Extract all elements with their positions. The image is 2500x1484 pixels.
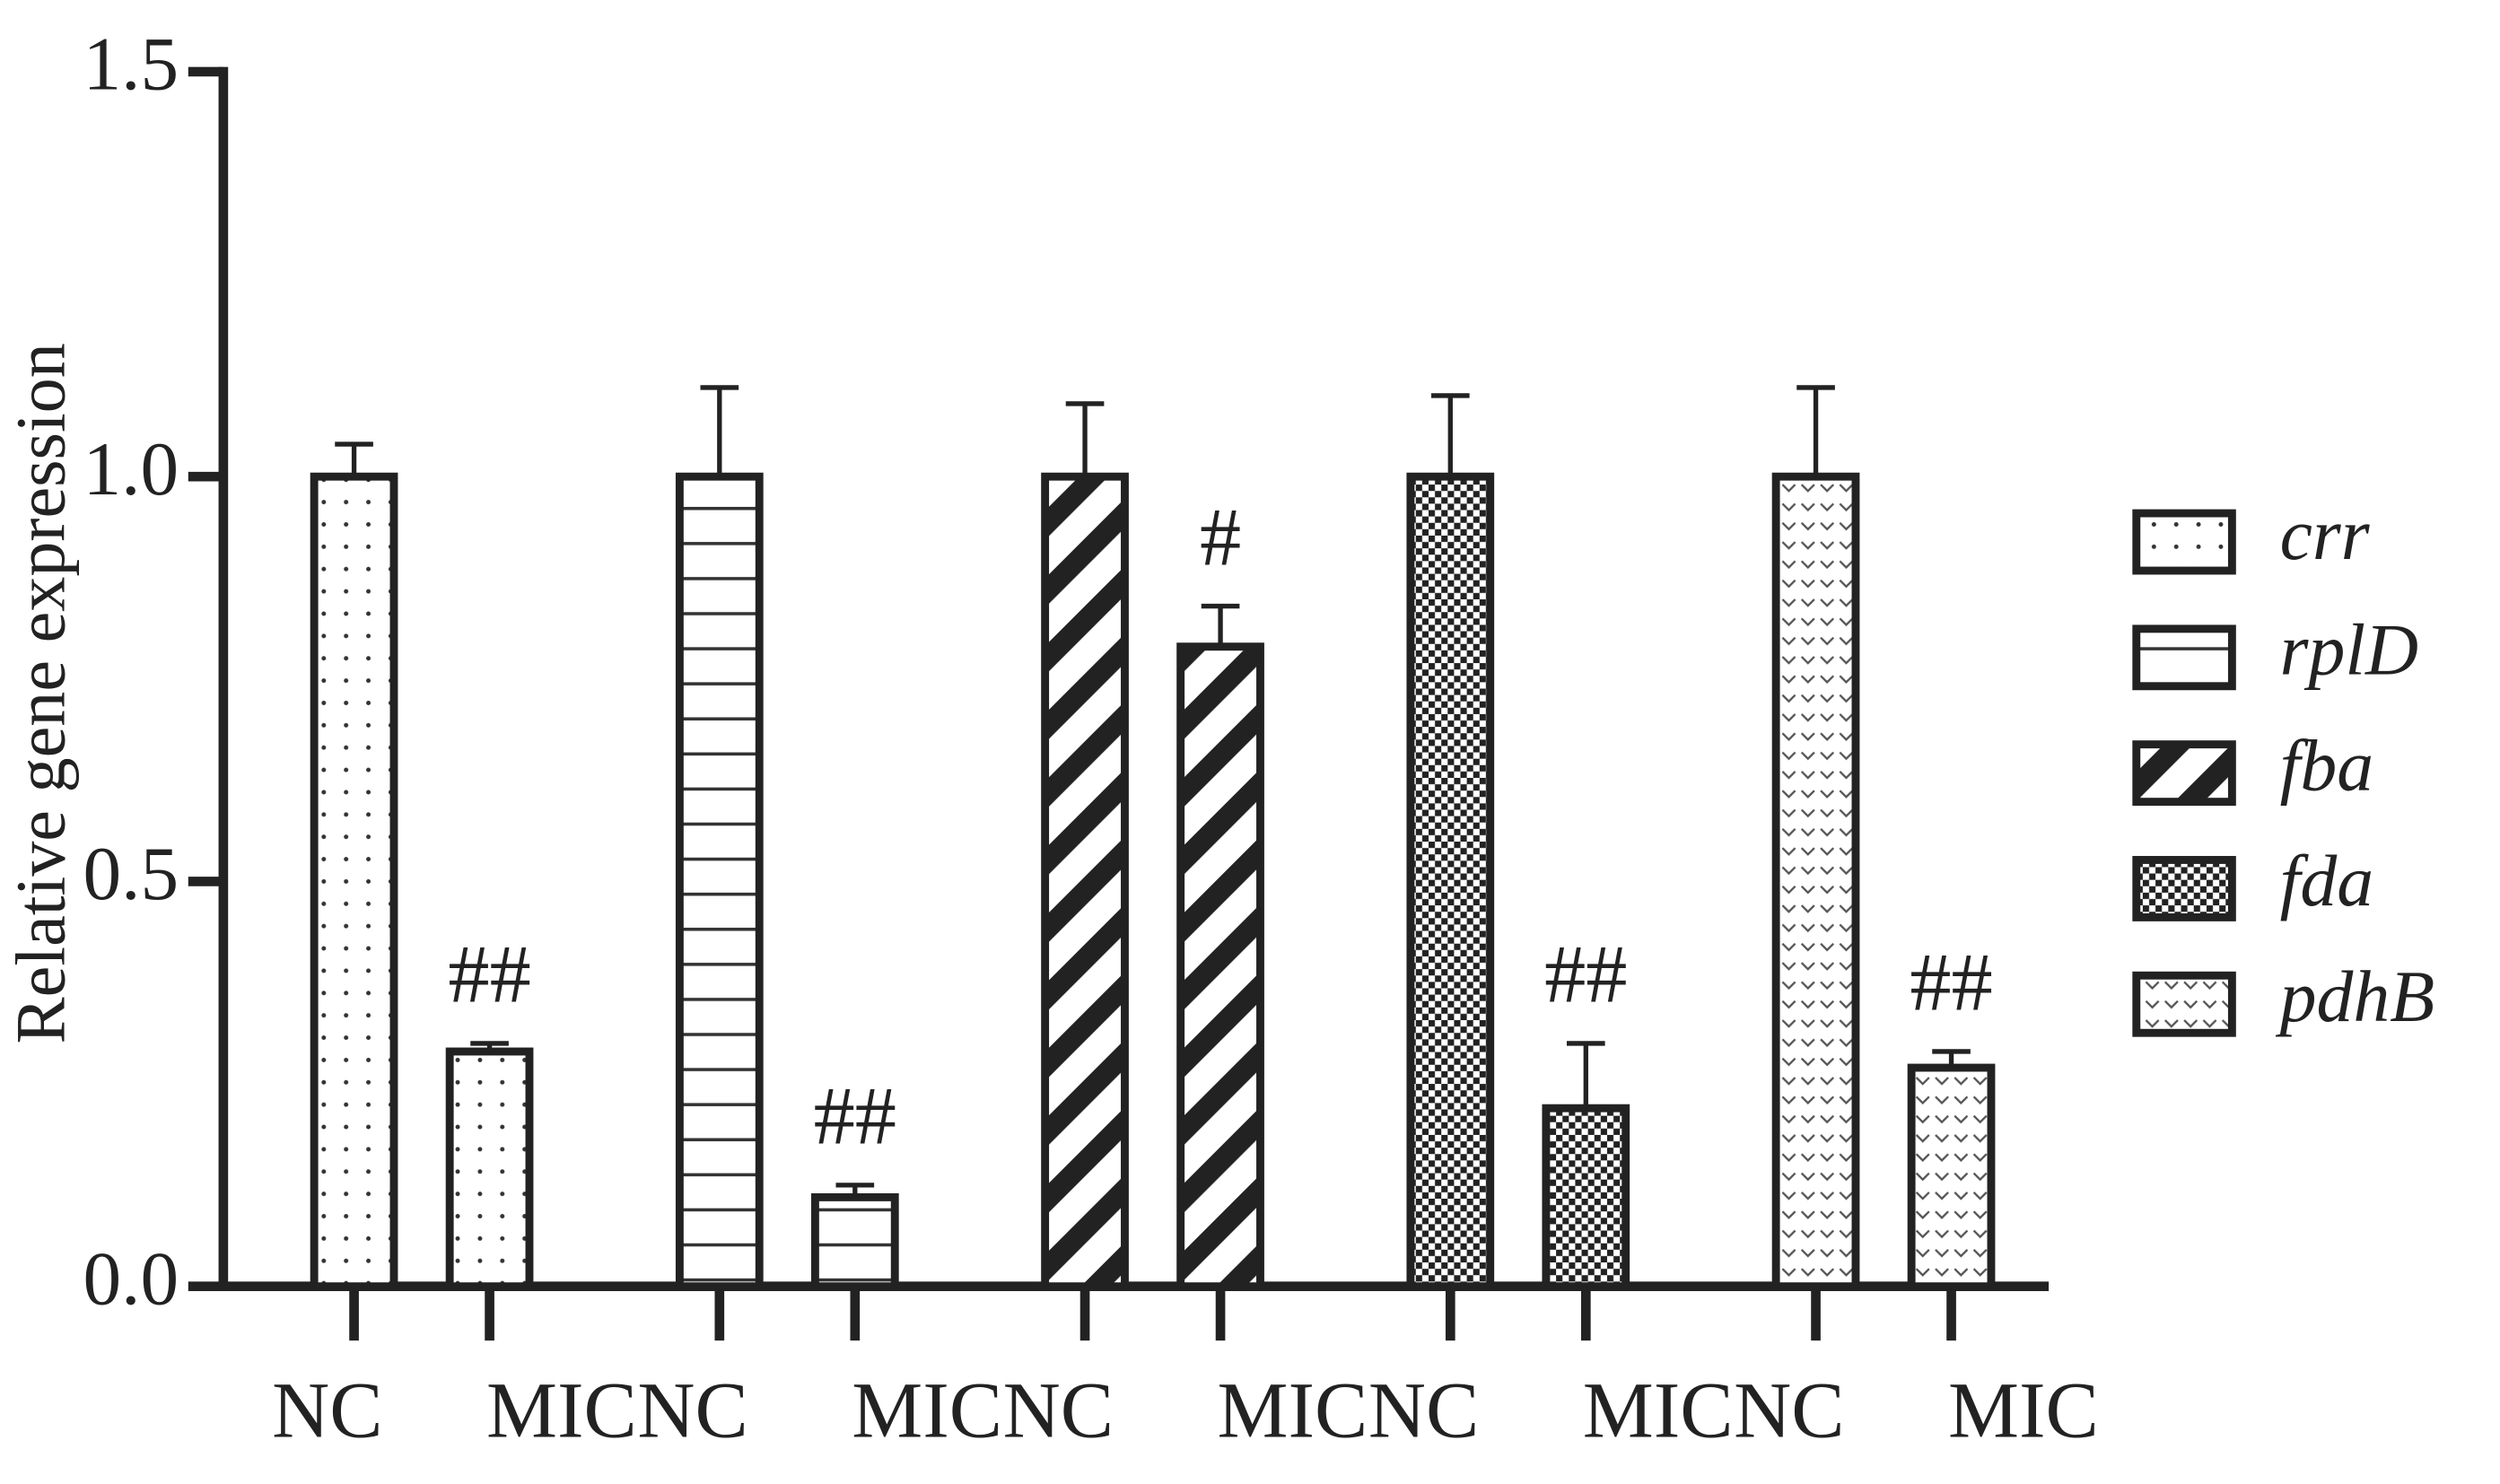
bar bbox=[1406, 472, 1495, 1291]
y-tick-label: 0.5 bbox=[83, 832, 179, 916]
bar bbox=[675, 472, 764, 1291]
y-tick-label: 1.5 bbox=[83, 22, 179, 107]
bar bbox=[810, 1192, 899, 1291]
bar bbox=[1771, 472, 1860, 1291]
legend-swatch bbox=[2132, 740, 2236, 807]
significance-mark: # bbox=[1200, 491, 1241, 582]
bar bbox=[310, 472, 398, 1291]
bar bbox=[445, 1047, 534, 1291]
bar bbox=[1176, 642, 1264, 1291]
x-tick-label: NC bbox=[637, 1367, 747, 1455]
legend-label: pdhB bbox=[2276, 956, 2435, 1037]
significance-mark: ## bbox=[814, 1070, 896, 1162]
bar bbox=[1542, 1104, 1630, 1291]
significance-mark: ## bbox=[1910, 937, 1992, 1028]
bar bbox=[1041, 472, 1129, 1291]
legend-label: rplD bbox=[2280, 609, 2418, 691]
x-tick-label: MIC bbox=[1218, 1367, 1368, 1455]
legend-label: fba bbox=[2280, 724, 2373, 806]
x-tick-label: MIC bbox=[1948, 1367, 2099, 1455]
x-tick-label: NC bbox=[1368, 1367, 1479, 1455]
x-tick-label: MIC bbox=[1583, 1367, 1734, 1455]
bar bbox=[1907, 1063, 1996, 1291]
x-tick-label: MIC bbox=[852, 1367, 1002, 1455]
significance-mark: ## bbox=[1544, 929, 1627, 1020]
legend-swatch bbox=[2132, 971, 2236, 1037]
legend-swatch bbox=[2132, 509, 2236, 575]
legend-swatch bbox=[2132, 856, 2236, 921]
legend-label: crr bbox=[2280, 493, 2371, 575]
y-tick-label: 1.0 bbox=[83, 427, 179, 511]
x-tick-label: NC bbox=[272, 1367, 382, 1455]
y-axis-label: Relative gene expression bbox=[1, 343, 79, 1043]
legend-swatch bbox=[2132, 624, 2236, 691]
x-tick-label: NC bbox=[1003, 1367, 1114, 1455]
x-tick-label: NC bbox=[1734, 1367, 1844, 1455]
x-tick-label: MIC bbox=[486, 1367, 637, 1455]
legend-label: fda bbox=[2280, 840, 2373, 921]
y-tick-label: 0.0 bbox=[83, 1236, 179, 1321]
significance-mark: ## bbox=[448, 929, 530, 1020]
